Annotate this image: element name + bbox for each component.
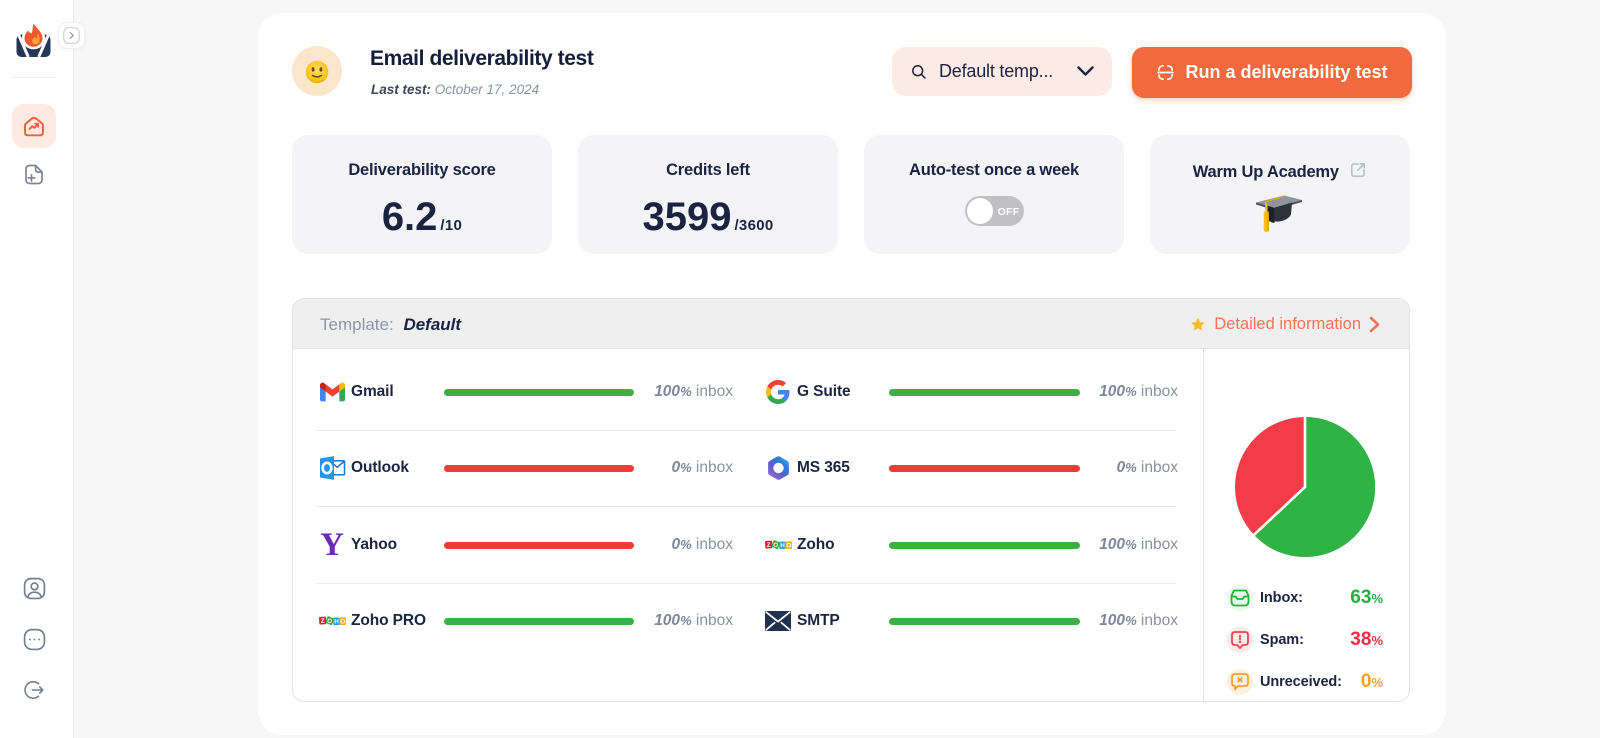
svg-text:O: O [786, 542, 791, 549]
svg-text:H: H [780, 543, 785, 550]
svg-text:O: O [771, 541, 778, 549]
svg-text:O: O [340, 618, 345, 625]
svg-text:H: H [334, 619, 339, 626]
svg-text:Z: Z [766, 542, 770, 549]
svg-text:Z: Z [320, 618, 324, 625]
svg-text:O: O [325, 617, 332, 625]
